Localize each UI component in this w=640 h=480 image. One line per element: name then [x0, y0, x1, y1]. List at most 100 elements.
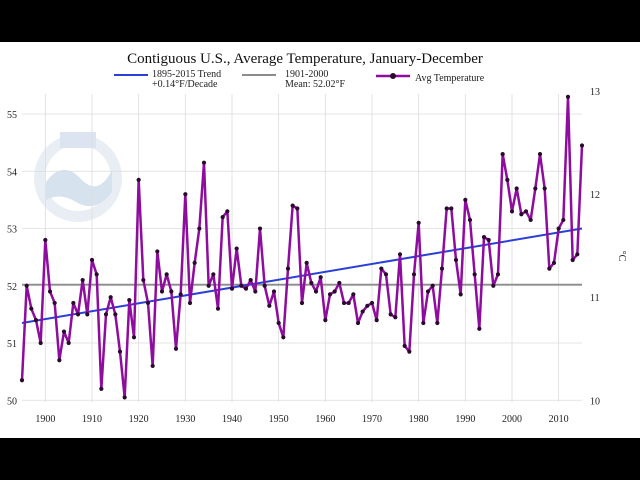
data-point: [94, 272, 99, 277]
data-point: [453, 257, 459, 263]
data-point: [159, 289, 165, 294]
legend-avg-label: Avg Temperature: [415, 73, 485, 84]
legend-trend-label: 1895-2015 Trend: [152, 69, 221, 80]
data-point: [472, 272, 477, 277]
data-point: [85, 312, 90, 317]
data-point: [402, 343, 407, 348]
data-point: [304, 260, 309, 265]
data-point: [131, 335, 137, 340]
x-tick-label: 1930: [175, 414, 195, 425]
data-point: [528, 217, 533, 223]
y-tick-label: 51: [7, 339, 17, 350]
legend-avg-marker: [390, 73, 396, 79]
x-tick-label: 1940: [222, 414, 242, 425]
y2-tick-label: 11: [590, 293, 600, 304]
data-point: [192, 260, 197, 265]
data-point: [500, 152, 505, 157]
data-point: [178, 292, 183, 297]
data-point: [61, 329, 67, 334]
data-point: [19, 378, 25, 383]
y-axis-ticks: 50 51 52 53 54 55: [7, 110, 17, 407]
data-point: [407, 349, 412, 354]
data-point: [75, 312, 81, 317]
data-point: [323, 318, 328, 323]
data-point: [201, 160, 207, 165]
x-tick-label: 1990: [455, 414, 475, 425]
data-point: [435, 320, 440, 326]
data-point: [519, 212, 524, 217]
data-point: [187, 300, 193, 306]
data-point: [299, 300, 305, 306]
temperature-chart: Contiguous U.S., Average Temperature, Ja…: [7, 51, 627, 425]
data-point: [150, 363, 155, 369]
data-point: [444, 206, 449, 211]
data-point: [495, 272, 501, 277]
data-point: [243, 286, 249, 291]
noaa-logo: [34, 132, 122, 222]
data-point: [318, 275, 323, 280]
data-point: [332, 289, 337, 294]
data-point: [491, 283, 496, 288]
data-point: [99, 386, 104, 391]
y-tick-label: 52: [7, 282, 17, 293]
data-point: [52, 300, 57, 306]
data-point: [164, 272, 169, 277]
data-point: [103, 312, 109, 317]
y2-tick-label: 10: [590, 396, 600, 407]
data-point: [542, 186, 547, 191]
data-point: [537, 152, 543, 157]
data-point: [533, 186, 538, 191]
data-point: [80, 277, 85, 283]
y2-axis-label: °C: [616, 251, 627, 262]
data-point: [383, 272, 389, 277]
data-point: [43, 237, 48, 243]
data-point: [360, 309, 365, 314]
x-tick-label: 1910: [82, 414, 102, 425]
x-tick-label: 1900: [35, 414, 55, 425]
y-tick-label: 54: [7, 167, 17, 178]
data-point: [220, 214, 225, 220]
data-point: [211, 272, 216, 277]
data-point: [113, 312, 118, 317]
data-point: [29, 306, 34, 311]
x-tick-label: 1970: [362, 414, 382, 425]
legend-trend-sublabel: +0.14°F/Decade: [152, 79, 218, 90]
data-point: [206, 283, 211, 288]
data-point: [281, 335, 286, 340]
data-point: [556, 226, 561, 231]
data-point: [309, 280, 314, 286]
data-point: [379, 266, 384, 271]
data-point: [430, 283, 435, 288]
y2-tick-label: 12: [590, 190, 600, 201]
data-point: [173, 346, 179, 351]
data-point: [393, 315, 398, 320]
data-point: [267, 303, 272, 308]
data-point: [341, 300, 347, 306]
legend-mean-sublabel: Mean: 52.02°F: [285, 79, 346, 90]
data-point: [397, 252, 403, 257]
data-point: [117, 349, 123, 354]
y2-tick-label: 13: [590, 87, 600, 98]
data-point: [467, 217, 473, 223]
data-point: [481, 235, 487, 240]
data-point: [351, 292, 356, 297]
data-point: [313, 289, 319, 294]
data-point: [547, 266, 552, 271]
data-point: [505, 177, 510, 182]
data-point: [225, 209, 230, 214]
data-point: [337, 280, 342, 286]
data-point: [369, 300, 375, 306]
data-point: [145, 300, 151, 306]
data-point: [458, 292, 463, 297]
data-point: [276, 320, 281, 326]
x-axis-ticks: 1900 1910 1920 1930 1940 1950 1960 1970 1980 1990…: [35, 414, 568, 425]
legend: 1895-2015 Trend +0.14°F/Decade 1901-2000…: [114, 69, 485, 90]
x-tick-label: 2000: [502, 414, 522, 425]
data-point: [183, 192, 188, 197]
data-point: [388, 312, 393, 317]
x-tick-label: 1980: [409, 414, 429, 425]
data-point: [355, 320, 361, 326]
data-point: [141, 277, 146, 283]
data-point: [411, 272, 417, 277]
data-point: [215, 306, 221, 311]
